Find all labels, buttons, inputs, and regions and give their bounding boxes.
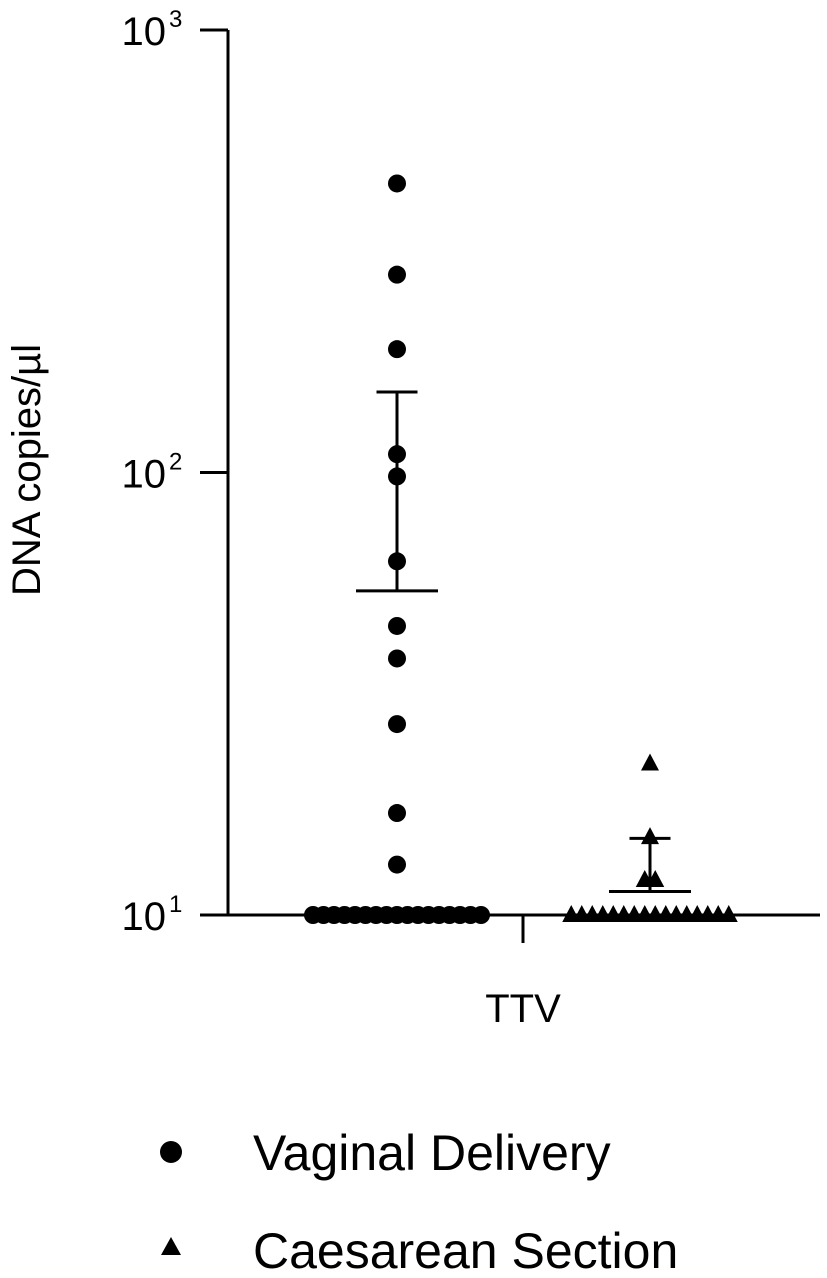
data-point-caesarean-section-19 <box>719 905 738 922</box>
data-point-vaginal-delivery-6 <box>388 616 406 635</box>
data-point-vaginal-delivery-7 <box>388 649 406 668</box>
legend-marker-vaginal-delivery <box>160 1141 182 1163</box>
data-point-vaginal-delivery-1 <box>388 265 406 284</box>
data-point-vaginal-delivery-27 <box>472 906 490 924</box>
axes <box>226 30 820 943</box>
y-tick-exponent-100: 2 <box>169 449 182 476</box>
data-point-vaginal-delivery-10 <box>388 855 406 874</box>
data-point-caesarean-section-0 <box>641 753 659 771</box>
data-point-vaginal-delivery-8 <box>388 715 406 734</box>
y-tick-label-10: 10 <box>122 895 167 939</box>
y-tick-label-1000: 10 <box>122 10 167 54</box>
y-tick-exponent-10: 1 <box>169 891 182 918</box>
error-bars <box>356 390 691 894</box>
data-point-vaginal-delivery-0 <box>388 174 406 193</box>
data-point-vaginal-delivery-2 <box>388 340 406 359</box>
x-tick-label-ttv: TTV <box>485 987 561 1031</box>
y-tick-label-100: 10 <box>122 453 167 497</box>
legend: Vaginal Delivery Caesarean Section <box>160 1125 678 1278</box>
y-tick-exponent-1000: 3 <box>169 6 182 33</box>
data-point-vaginal-delivery-9 <box>388 804 406 823</box>
legend-label-vaginal-delivery: Vaginal Delivery <box>253 1125 611 1181</box>
y-axis-title: DNA copies/µl <box>5 344 49 596</box>
legend-marker-caesarean-section <box>161 1237 181 1255</box>
legend-label-caesarean-section: Caesarean Section <box>253 1223 678 1278</box>
